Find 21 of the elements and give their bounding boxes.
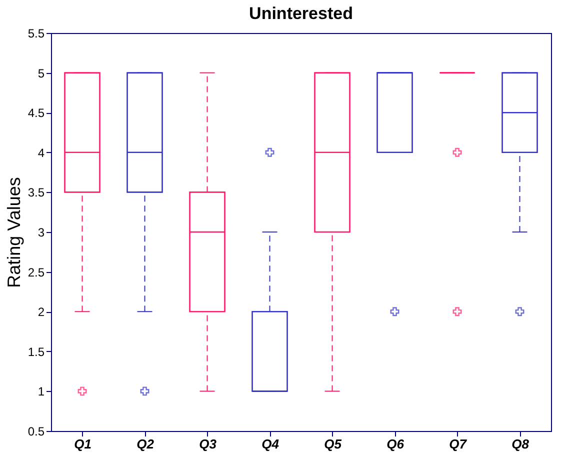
x-tick-label: Q6	[386, 436, 405, 452]
x-tick-label: Q2	[136, 436, 155, 452]
x-tick-label: Q1	[74, 436, 92, 452]
x-tick-label: Q3	[199, 436, 218, 452]
y-tick-label: 1	[38, 384, 45, 399]
chart-title: Uninterested	[249, 4, 353, 23]
y-tick-label: 4	[38, 146, 45, 160]
y-tick-label: 3	[38, 226, 45, 240]
x-tick-label: Q4	[262, 436, 280, 452]
y-tick-label: 4.5	[28, 106, 45, 120]
x-tick-label: Q7	[449, 436, 468, 452]
y-tick-label: 5.5	[28, 26, 45, 40]
y-tick-label: 3.5	[28, 186, 45, 200]
x-tick-label: Q8	[512, 436, 530, 452]
y-tick-label: 5	[38, 66, 45, 80]
x-tick-label: Q5	[324, 436, 342, 452]
y-tick-label: 2	[38, 305, 45, 320]
y-tick-label: 0.5	[28, 424, 45, 438]
y-tick-label: 2.5	[28, 265, 45, 280]
y-axis-title: Rating Values	[4, 177, 24, 288]
y-tick-label: 1.5	[28, 344, 45, 359]
